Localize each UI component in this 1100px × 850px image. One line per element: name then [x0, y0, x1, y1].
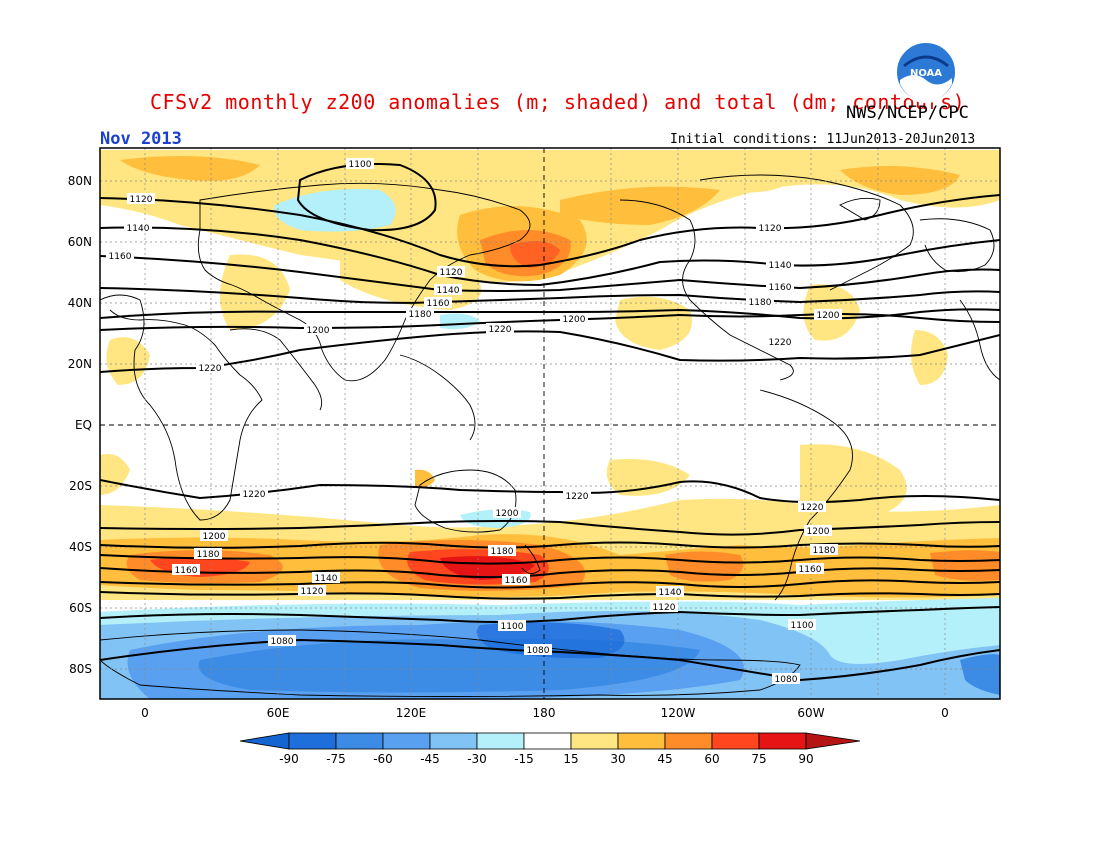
lon-label: 60E [267, 706, 290, 720]
positive-anomalies-north [100, 150, 1000, 385]
lat-label: 40N [68, 296, 92, 310]
lon-label: 120W [661, 706, 696, 720]
initial-conditions: Initial conditions: 11Jun2013-20Jun2013 [670, 132, 976, 147]
contour-label: 1200 [496, 509, 519, 519]
contour-label: 1120 [130, 195, 153, 205]
contour-label: 1100 [791, 621, 814, 631]
colorbar-swatch [617, 732, 666, 750]
contour-label: 1100 [501, 622, 524, 632]
contour-label: 1200 [807, 527, 830, 537]
contour-label: 1180 [813, 546, 836, 556]
contour-label: 1160 [505, 576, 528, 586]
colorbar-tick: 15 [563, 752, 578, 766]
contour-label: 1100 [349, 160, 372, 170]
colorbar-swatch [664, 732, 713, 750]
contour-label: 1180 [409, 310, 432, 320]
lat-label: 80S [69, 662, 92, 676]
contour-label: 1140 [769, 261, 792, 271]
lon-label: 180 [533, 706, 556, 720]
colorbar-swatch [476, 732, 525, 750]
contour-label: 1080 [527, 646, 550, 656]
contour-label: 1220 [801, 503, 824, 513]
lat-label: 40S [69, 540, 92, 554]
colorbar-swatch [523, 732, 572, 750]
contour-label: 1180 [197, 550, 220, 560]
colorbar-ticks: -90 -75 -60 -45 -30 -15 15 30 45 60 75 9… [279, 752, 813, 766]
contour-label: 1220 [489, 325, 512, 335]
contour-label: 1220 [566, 492, 589, 502]
latitude-labels: 80N 60N 40N 20N EQ 20S 40S 60S 80S [68, 174, 92, 676]
contour-label: 1160 [175, 566, 198, 576]
contour-label: 1220 [243, 490, 266, 500]
contour-label: 1220 [199, 364, 222, 374]
height-contours [100, 163, 1000, 682]
contour-label: 1160 [109, 252, 132, 262]
contour-label: 1120 [759, 224, 782, 234]
contour-label: 1160 [427, 299, 450, 309]
lon-label: 60W [797, 706, 824, 720]
colorbar-swatch [758, 732, 807, 750]
contour-label: 1140 [437, 286, 460, 296]
colorbar-tick: -90 [279, 752, 299, 766]
lat-label: 80N [68, 174, 92, 188]
colorbar-swatch [335, 732, 384, 750]
map-reference-lines [100, 148, 1000, 699]
map-frame [99, 147, 1001, 700]
lon-label: 0 [141, 706, 149, 720]
contour-label: 1080 [271, 637, 294, 647]
colorbar-swatch [570, 732, 619, 750]
contour-label: 1160 [769, 283, 792, 293]
contour-labels: 1100 1120 1140 1160 1120 1140 1160 1180 … [106, 158, 842, 685]
contour-label: 1180 [749, 298, 772, 308]
contour-label: 1120 [440, 268, 463, 278]
colorbar-arrow-left [239, 732, 290, 750]
contour-label: 1200 [307, 326, 330, 336]
lat-label: 20S [69, 479, 92, 493]
contour-label: 1120 [653, 603, 676, 613]
lat-label: 60S [69, 601, 92, 615]
contour-label: 1200 [817, 311, 840, 321]
colorbar-tick: -60 [373, 752, 393, 766]
chart-title: CFSv2 monthly z200 anomalies (m; shaded)… [150, 90, 966, 114]
forecast-month: Nov 2013 [100, 129, 182, 149]
contour-label: 1140 [127, 224, 150, 234]
lon-label: 120E [396, 706, 427, 720]
colorbar-tick: -30 [467, 752, 487, 766]
contour-label: 1220 [769, 338, 792, 348]
noaa-logo-text: NOAA [910, 68, 942, 79]
colorbar [239, 732, 861, 750]
noaa-logo: NOAA [895, 41, 957, 103]
contour-label: 1160 [799, 565, 822, 575]
contour-label: 1080 [775, 675, 798, 685]
colorbar-swatch [288, 732, 337, 750]
contour-label: 1140 [315, 574, 338, 584]
colorbar-tick: 90 [798, 752, 813, 766]
colorbar-tick: -15 [514, 752, 534, 766]
colorbar-arrow-right [805, 732, 861, 750]
agency-label: NWS/NCEP/CPC [846, 103, 969, 123]
colorbar-swatch [429, 732, 478, 750]
colorbar-tick: 60 [704, 752, 719, 766]
colorbar-tick: -75 [326, 752, 346, 766]
contour-label: 1200 [203, 532, 226, 542]
colorbar-swatch [382, 732, 431, 750]
lat-label: 60N [68, 235, 92, 249]
longitude-labels: 0 60E 120E 180 120W 60W 0 [141, 706, 949, 720]
contour-label: 1120 [301, 587, 324, 597]
colorbar-tick: 75 [751, 752, 766, 766]
colorbar-tick: 45 [657, 752, 672, 766]
lon-label: 0 [941, 706, 949, 720]
contour-label: 1140 [659, 588, 682, 598]
lat-label: 20N [68, 357, 92, 371]
colorbar-swatch [711, 732, 760, 750]
colorbar-tick: -45 [420, 752, 440, 766]
lat-label: EQ [75, 418, 92, 432]
contour-label: 1200 [563, 315, 586, 325]
contour-label: 1180 [491, 547, 514, 557]
colorbar-tick: 30 [610, 752, 625, 766]
